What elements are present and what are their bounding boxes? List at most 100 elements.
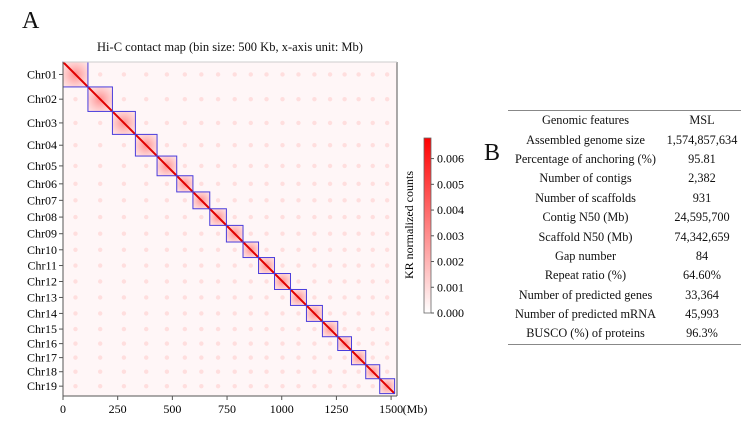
interchromosomal-signal: [164, 72, 170, 77]
feature-value: 2,382: [688, 171, 716, 186]
interchromosomal-signal: [327, 263, 333, 268]
interchromosomal-signal: [121, 143, 127, 148]
diagonal-signal: [176, 175, 194, 193]
interchromosomal-signal: [199, 341, 204, 346]
interchromosomal-signal: [356, 279, 361, 284]
diagonal-signal: [305, 304, 324, 323]
interchromosomal-signal: [384, 231, 390, 236]
interchromosomal-signal: [215, 326, 221, 332]
interchromosomal-signal: [327, 355, 333, 360]
interchromosomal-signal: [327, 96, 333, 102]
interchromosomal-signal: [327, 231, 333, 236]
interchromosomal-signal: [121, 231, 127, 236]
y-tick-label-chr04: Chr04: [27, 138, 57, 152]
interchromosomal-signal: [280, 198, 285, 203]
diagonal-signal: [350, 349, 367, 366]
interchromosomal-signal: [73, 263, 78, 268]
interchromosomal-signal: [370, 231, 375, 236]
interchromosomal-signal: [342, 295, 347, 300]
interchromosomal-signal: [232, 341, 237, 346]
chromosome-outline: [134, 133, 158, 157]
interchromosomal-signal: [215, 198, 221, 203]
interchromosomal-signal: [215, 263, 221, 268]
interchromosomal-signal: [280, 247, 285, 252]
interchromosomal-signal: [121, 198, 127, 203]
interchromosomal-signal: [384, 355, 390, 360]
interchromosomal-signal: [97, 263, 103, 268]
interchromosomal-signal: [312, 263, 317, 268]
y-tick-label-chr10: Chr10: [27, 243, 57, 257]
colorbar: 0.000 0.001 0.002 0.003 0.004 0.005 0.006: [423, 137, 464, 320]
interchromosomal-signal: [73, 311, 78, 316]
interchromosomal-signal: [144, 214, 149, 220]
interchromosomal-signal: [384, 295, 390, 300]
interchromosomal-signal: [264, 120, 269, 126]
interchromosomal-signal: [342, 96, 347, 102]
interchromosomal-signal: [199, 72, 204, 77]
interchromosomal-signal: [264, 295, 269, 300]
colorbar-tick-label: 0.006: [437, 152, 464, 166]
feature-name: Scaffold N50 (Mb): [538, 229, 633, 244]
interchromosomal-signal: [144, 96, 149, 102]
interchromosomal-signal: [199, 383, 204, 389]
interchromosomal-signal: [342, 163, 347, 169]
interchromosomal-signal: [97, 341, 103, 346]
interchromosomal-signal: [248, 231, 253, 236]
y-tick-label-chr15: Chr15: [27, 322, 57, 336]
feature-value: 84: [695, 248, 709, 263]
y-tick-label-chr08: Chr08: [27, 210, 57, 224]
chromosome-outline: [351, 350, 367, 366]
interchromosomal-signal: [248, 163, 253, 169]
interchromosomal-signal: [248, 263, 253, 268]
interchromosomal-signal: [312, 181, 317, 187]
interchromosomal-signal: [199, 214, 204, 220]
interchromosomal-signal: [182, 247, 188, 252]
diagonal-signal: [273, 272, 292, 291]
interchromosomal-signal: [182, 163, 188, 169]
interchromosomal-signal: [312, 279, 317, 284]
interchromosomal-signal: [182, 355, 188, 360]
interchromosomal-signal: [232, 295, 237, 300]
interchromosomal-signal: [312, 96, 317, 102]
interchromosomal-signal: [144, 163, 149, 169]
interchromosomal-signal: [280, 326, 285, 332]
interchromosomal-signal: [356, 383, 361, 389]
interchromosomal-signal: [342, 355, 347, 360]
interchromosomal-signal: [312, 247, 317, 252]
chromosome-outline: [379, 378, 396, 395]
interchromosomal-signal: [164, 263, 170, 268]
interchromosomal-signal: [327, 383, 333, 389]
interchromosomal-signal: [73, 383, 78, 389]
interchromosomal-signal: [199, 143, 204, 148]
y-tick-label-chr12: Chr12: [27, 274, 57, 288]
interchromosomal-signal: [97, 311, 103, 316]
interchromosomal-signal: [248, 143, 253, 148]
interchromosomal-signal: [370, 96, 375, 102]
feature-value: 95.81: [688, 151, 716, 166]
interchromosomal-signal: [248, 72, 253, 77]
interchromosomal-signal: [97, 326, 103, 332]
interchromosomal-signal: [280, 383, 285, 389]
interchromosomal-signal: [73, 163, 78, 169]
interchromosomal-signal: [356, 326, 361, 332]
interchromosomal-signal: [342, 247, 347, 252]
interchromosomal-signal: [182, 198, 188, 203]
interchromosomal-signal: [73, 247, 78, 252]
interchromosomal-signal: [215, 383, 221, 389]
interchromosomal-signal: [215, 369, 221, 374]
interchromosomal-signal: [232, 143, 237, 148]
interchromosomal-signal: [370, 247, 375, 252]
interchromosomal-signal: [384, 120, 390, 126]
interchromosomal-signal: [342, 120, 347, 126]
y-tick-label-chr11: Chr11: [27, 259, 57, 273]
interchromosomal-signal: [280, 214, 285, 220]
interchromosomal-signal: [232, 96, 237, 102]
interchromosomal-signal: [97, 198, 103, 203]
y-tick-label-chr05: Chr05: [27, 159, 57, 173]
interchromosomal-signal: [264, 163, 269, 169]
interchromosomal-signal: [280, 231, 285, 236]
interchromosomal-signal: [356, 143, 361, 148]
y-tick-label-chr09: Chr09: [27, 227, 57, 241]
interchromosomal-signal: [384, 326, 390, 332]
